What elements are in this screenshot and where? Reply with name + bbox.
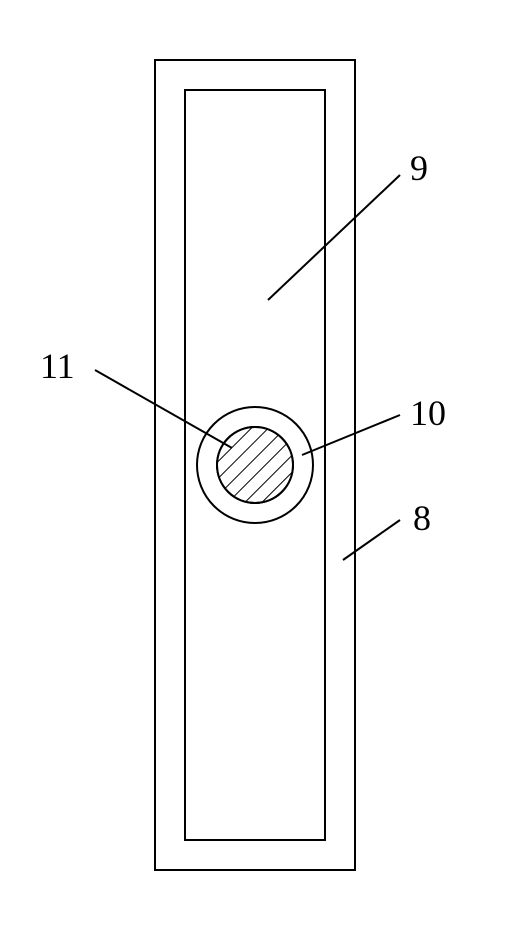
leader-line-9 <box>268 175 400 300</box>
label-10: 10 <box>410 393 446 433</box>
leader-line-8 <box>343 520 400 560</box>
label-9: 9 <box>410 148 428 188</box>
leader-line-10 <box>302 415 400 455</box>
label-8: 8 <box>413 498 431 538</box>
hatched-core <box>217 427 293 503</box>
diagram-canvas: 9 11 10 8 <box>0 0 510 933</box>
label-11: 11 <box>40 346 75 386</box>
leader-line-11 <box>95 370 232 448</box>
